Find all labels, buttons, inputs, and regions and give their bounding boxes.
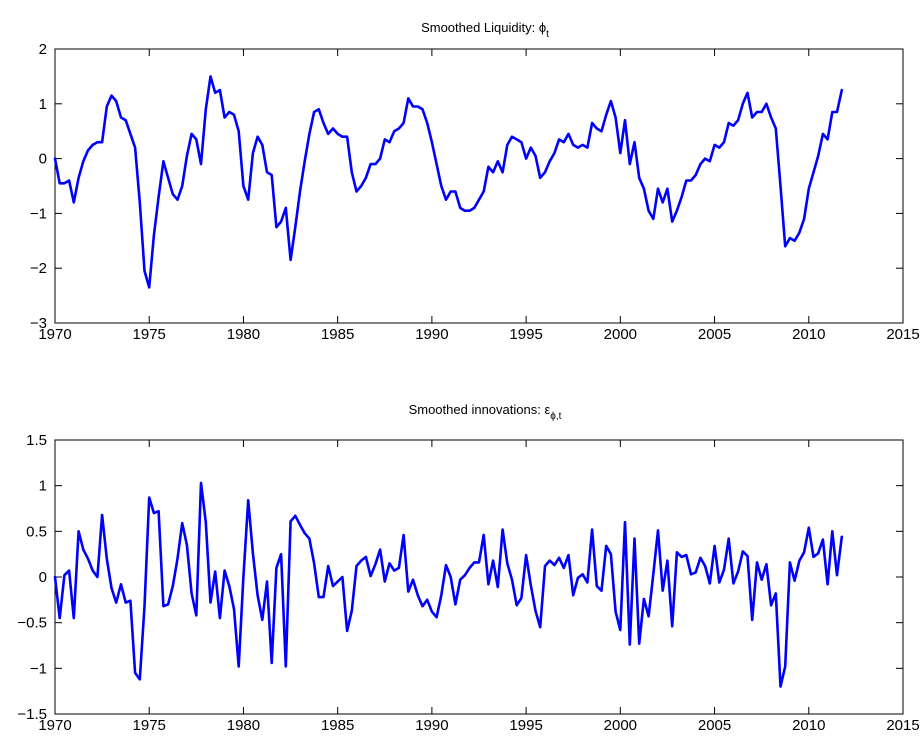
liquidity-axes-box <box>54 48 904 324</box>
y-tick-label: 0 <box>39 569 47 586</box>
x-tick-label: 1995 <box>509 717 542 734</box>
y-tick-label: 2 <box>39 41 47 58</box>
y-tick-label: 0.5 <box>26 523 47 540</box>
x-tick-label: 1985 <box>321 326 354 343</box>
x-tick-label: 2000 <box>604 326 637 343</box>
x-tick-label: 1975 <box>133 326 166 343</box>
x-tick-label: 1985 <box>321 717 354 734</box>
x-tick-label: 2015 <box>886 717 919 734</box>
liquidity-x-ticks: 1970 1975 1980 1985 1990 1995 2000 2005 2010 2015 <box>38 49 920 343</box>
x-tick-label: 1980 <box>227 717 260 734</box>
x-tick-label: 1970 <box>38 717 71 734</box>
x-tick-label: 1970 <box>38 326 71 343</box>
y-tick-label: 1.5 <box>26 432 47 449</box>
y-tick-label: 1 <box>39 478 47 495</box>
y-tick-label: 1 <box>39 96 47 113</box>
innovations-x-ticks: 1970 1975 1980 1985 1990 1995 2000 2005 2010 2015 <box>38 440 920 734</box>
x-tick-label: 2000 <box>604 717 637 734</box>
x-tick-label: 1990 <box>415 717 448 734</box>
innovations-panel: Smoothed innovations: εϕ,t 1970 1975 1980 1… <box>17 402 919 734</box>
innovations-series-line <box>53 481 844 688</box>
x-tick-label: 2005 <box>698 326 731 343</box>
x-tick-label: 1995 <box>509 326 542 343</box>
x-tick-label: 1975 <box>133 717 166 734</box>
y-tick-label: −1 <box>30 660 47 677</box>
x-tick-label: 1990 <box>415 326 448 343</box>
y-tick-label: −1 <box>30 205 47 222</box>
y-tick-label: −2 <box>30 260 47 277</box>
x-tick-label: 2010 <box>792 717 825 734</box>
liquidity-panel: Smoothed Liquidity: ϕt 1970 1975 1980 1985 1… <box>30 20 920 343</box>
x-tick-label: 1980 <box>227 326 260 343</box>
innovations-title: Smoothed innovations: εϕ,t <box>409 402 562 422</box>
y-tick-label: −3 <box>30 315 47 332</box>
y-tick-label: 0 <box>39 151 47 168</box>
x-tick-label: 2015 <box>886 326 919 343</box>
liquidity-series-line <box>53 75 844 289</box>
liquidity-title: Smoothed Liquidity: ϕt <box>421 20 549 40</box>
x-tick-label: 2005 <box>698 717 731 734</box>
x-tick-label: 2010 <box>792 326 825 343</box>
liquidity-y-ticks: −3 −2 −1 0 1 2 <box>30 41 903 332</box>
y-tick-label: −0.5 <box>17 615 47 632</box>
innovations-y-ticks: −1.5 −1 −0.5 0 0.5 1 1.5 <box>17 432 903 723</box>
innovations-axes-box <box>54 439 904 715</box>
y-tick-label: −1.5 <box>17 706 47 723</box>
